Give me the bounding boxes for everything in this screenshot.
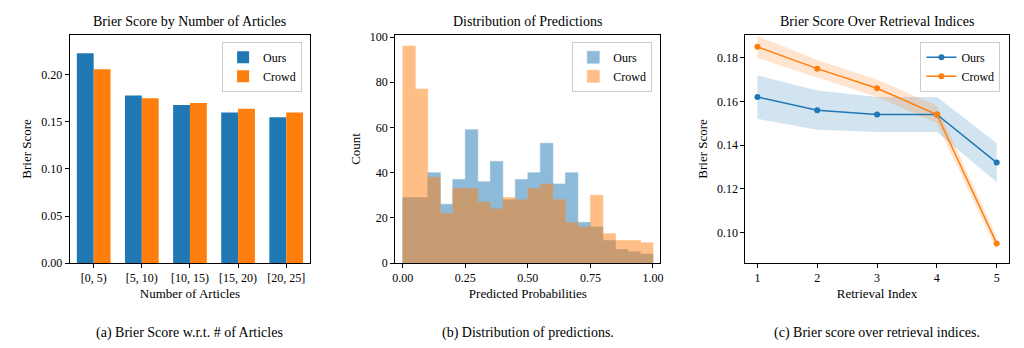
svg-text:0.12: 0.12 (717, 182, 738, 196)
svg-text:[10, 15): [10, 15) (171, 271, 209, 285)
svg-text:80: 80 (376, 75, 388, 89)
svg-text:0.75: 0.75 (580, 271, 601, 285)
svg-text:Crowd: Crowd (613, 70, 646, 84)
svg-text:0.10: 0.10 (41, 162, 62, 176)
svg-text:0.18: 0.18 (717, 51, 738, 65)
svg-text:[20, 25]: [20, 25] (267, 271, 305, 285)
svg-text:0.16: 0.16 (717, 95, 738, 109)
svg-text:Ours: Ours (613, 51, 637, 65)
svg-text:Brier Score: Brier Score (695, 119, 710, 179)
svg-text:1: 1 (754, 271, 760, 285)
svg-text:Brier Score by Number of Artic: Brier Score by Number of Articles (93, 14, 286, 29)
svg-text:Number of Articles: Number of Articles (140, 286, 240, 301)
svg-text:(b) Distribution of prediction: (b) Distribution of predictions. (442, 325, 614, 341)
svg-text:Brier Score: Brier Score (19, 119, 34, 179)
svg-text:[0, 5): [0, 5) (81, 271, 107, 285)
svg-text:0.10: 0.10 (717, 226, 738, 240)
svg-text:0: 0 (382, 256, 388, 270)
svg-text:0.20: 0.20 (41, 68, 62, 82)
svg-text:3: 3 (874, 271, 880, 285)
svg-text:Count: Count (348, 133, 363, 165)
svg-text:0.00: 0.00 (41, 256, 62, 270)
svg-text:Predicted Probabilities: Predicted Probabilities (469, 286, 587, 301)
svg-text:0.25: 0.25 (455, 271, 476, 285)
svg-text:Retrieval Index: Retrieval Index (837, 286, 918, 301)
svg-text:20: 20 (376, 211, 388, 225)
svg-text:Brier Score Over Retrieval Ind: Brier Score Over Retrieval Indices (780, 14, 974, 29)
svg-text:1.00: 1.00 (642, 271, 663, 285)
svg-text:0.14: 0.14 (717, 138, 738, 152)
svg-text:60: 60 (376, 121, 388, 135)
svg-text:(a) Brier Score w.r.t. # of Ar: (a) Brier Score w.r.t. # of Articles (96, 325, 283, 341)
svg-text:40: 40 (376, 166, 388, 180)
svg-text:[15, 20): [15, 20) (219, 271, 257, 285)
svg-text:Crowd: Crowd (263, 70, 296, 84)
svg-text:Ours: Ours (263, 51, 287, 65)
svg-text:0.05: 0.05 (41, 209, 62, 223)
svg-text:5: 5 (994, 271, 1000, 285)
svg-text:0.15: 0.15 (41, 115, 62, 129)
svg-text:0.50: 0.50 (517, 271, 538, 285)
svg-text:100: 100 (370, 30, 388, 44)
svg-text:(c) Brier score over retrieval: (c) Brier score over retrieval indices. (774, 325, 980, 341)
svg-text:Crowd: Crowd (961, 70, 994, 84)
svg-text:Ours: Ours (961, 51, 985, 65)
svg-text:0.00: 0.00 (392, 271, 413, 285)
svg-text:2: 2 (814, 271, 820, 285)
svg-text:Distribution of Predictions: Distribution of Predictions (453, 14, 602, 29)
svg-text:[5, 10): [5, 10) (126, 271, 158, 285)
svg-text:4: 4 (934, 271, 940, 285)
